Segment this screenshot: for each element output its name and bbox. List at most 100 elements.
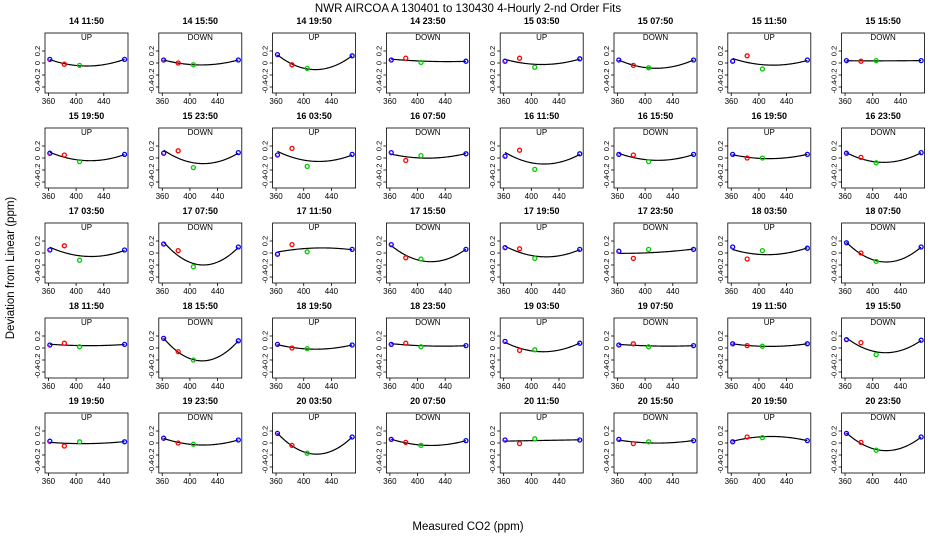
x-tick-label: 360 [838,192,852,201]
panel-title: 18 19:50 [296,301,332,311]
y-tick-label: -0.4 [488,461,497,474]
data-point [616,57,622,63]
x-tick-label: 360 [156,192,170,201]
x-tick-label: 440 [97,477,111,486]
x-tick-label: 360 [497,382,511,391]
y-tick-label: -0.2 [147,259,156,272]
y-tick-label: 0 [261,441,270,445]
fit-curve [618,248,694,254]
marker-point [844,60,847,63]
x-tick-label: 400 [638,97,652,106]
y-tick-label: -0.2 [716,354,725,367]
x-tick-label: 400 [638,192,652,201]
x-tick-label: 440 [325,477,339,486]
panel-frame [272,412,357,474]
y-tick-label: -0.4 [261,461,270,474]
y-tick-label: 0 [716,61,725,65]
panel-title: 20 19:50 [752,396,788,406]
data-point [616,436,622,443]
marker-point [275,155,278,157]
x-tick-label: 440 [211,477,225,486]
panel: 20 03:50 UP -0.4-0.2 0 0.2 360 400 440 [261,396,357,486]
fit-curve [846,432,922,452]
y-tick-label: -0.4 [488,271,497,284]
x-tick-label: 360 [497,477,511,486]
data-point [463,342,469,349]
y-tick-label: -0.2 [33,259,42,272]
marker-point [844,242,847,245]
x-tick-label: 400 [752,287,766,296]
x-axis-label: Measured CO2 (ppm) [412,521,523,533]
marker-point [47,250,50,252]
marker-point [616,439,619,442]
x-tick-label: 440 [894,477,908,486]
y-tick-label: 0.2 [147,46,156,56]
marker-point [47,441,50,444]
y-tick-label: 0.2 [33,46,42,56]
marker-point [389,60,392,62]
y-tick-label: 0.2 [261,426,270,436]
panel-title: 20 07:50 [410,396,446,406]
panel: 18 11:50 UP -0.4-0.2 0 0.2 360 400 440 [33,301,129,391]
panel: 19 15:50 DOWN -0.4-0.2 0 0.2 360 400 440 [830,301,925,391]
data-point [274,430,281,437]
y-tick-label: -0.2 [716,69,725,82]
marker-point [616,154,619,157]
fit-curve [49,441,125,445]
panel: 19 11:50 UP -0.4-0.2 0 0.2 360 400 440 [716,301,812,391]
panel-title: 16 15:50 [638,111,674,121]
panel-title: 20 03:50 [296,396,332,406]
data-point [843,336,850,343]
panel-direction: UP [309,33,320,42]
marker-point [503,156,506,159]
panel-frame [613,317,698,379]
data-point [690,246,697,253]
y-tick-label: -0.4 [33,366,42,379]
panel-title: 15 19:50 [69,111,105,121]
fit-curve [277,54,353,71]
data-point [729,341,736,347]
data-point [463,58,469,64]
fit-curve [49,151,125,162]
data-point [235,437,241,443]
y-tick-label: -0.2 [602,164,611,177]
data-point [516,55,523,61]
data-point [47,438,53,444]
y-tick-label: 0 [261,156,270,160]
data-point [759,434,766,441]
y-tick-label: -0.2 [374,449,383,462]
y-tick-label: 0 [602,251,611,255]
panel-title: 15 11:50 [752,16,787,26]
y-tick-label: 0 [602,441,611,445]
data-point [744,53,750,59]
marker-point [730,441,733,444]
data-point [61,340,68,346]
panel-direction: DOWN [870,413,896,422]
y-tick-label: 0 [830,61,839,65]
y-tick-label: 0 [716,346,725,350]
x-tick-label: 360 [838,97,852,106]
data-point [729,151,736,158]
panel: 18 23:50 DOWN -0.4-0.2 0 0.2 360 400 440 [374,301,470,391]
x-tick-label: 440 [211,192,225,201]
marker-point [161,244,164,246]
x-tick-label: 360 [725,97,739,106]
data-point [516,347,523,354]
marker-point [616,60,619,62]
y-tick-label: -0.4 [716,366,725,379]
x-tick-label: 360 [269,287,283,296]
data-point [630,255,637,262]
data-point [729,58,736,64]
data-point [630,440,637,447]
y-tick-label: -0.4 [602,461,611,474]
data-point [502,244,508,251]
x-tick-label: 400 [69,477,83,486]
x-tick-label: 400 [69,287,83,296]
y-tick-label: 0 [830,441,839,445]
x-tick-label: 360 [383,192,397,201]
x-tick-label: 360 [611,382,625,391]
x-tick-label: 400 [866,382,880,391]
data-point [858,58,864,64]
panel-direction: UP [536,318,547,327]
panel-direction: UP [81,128,92,137]
